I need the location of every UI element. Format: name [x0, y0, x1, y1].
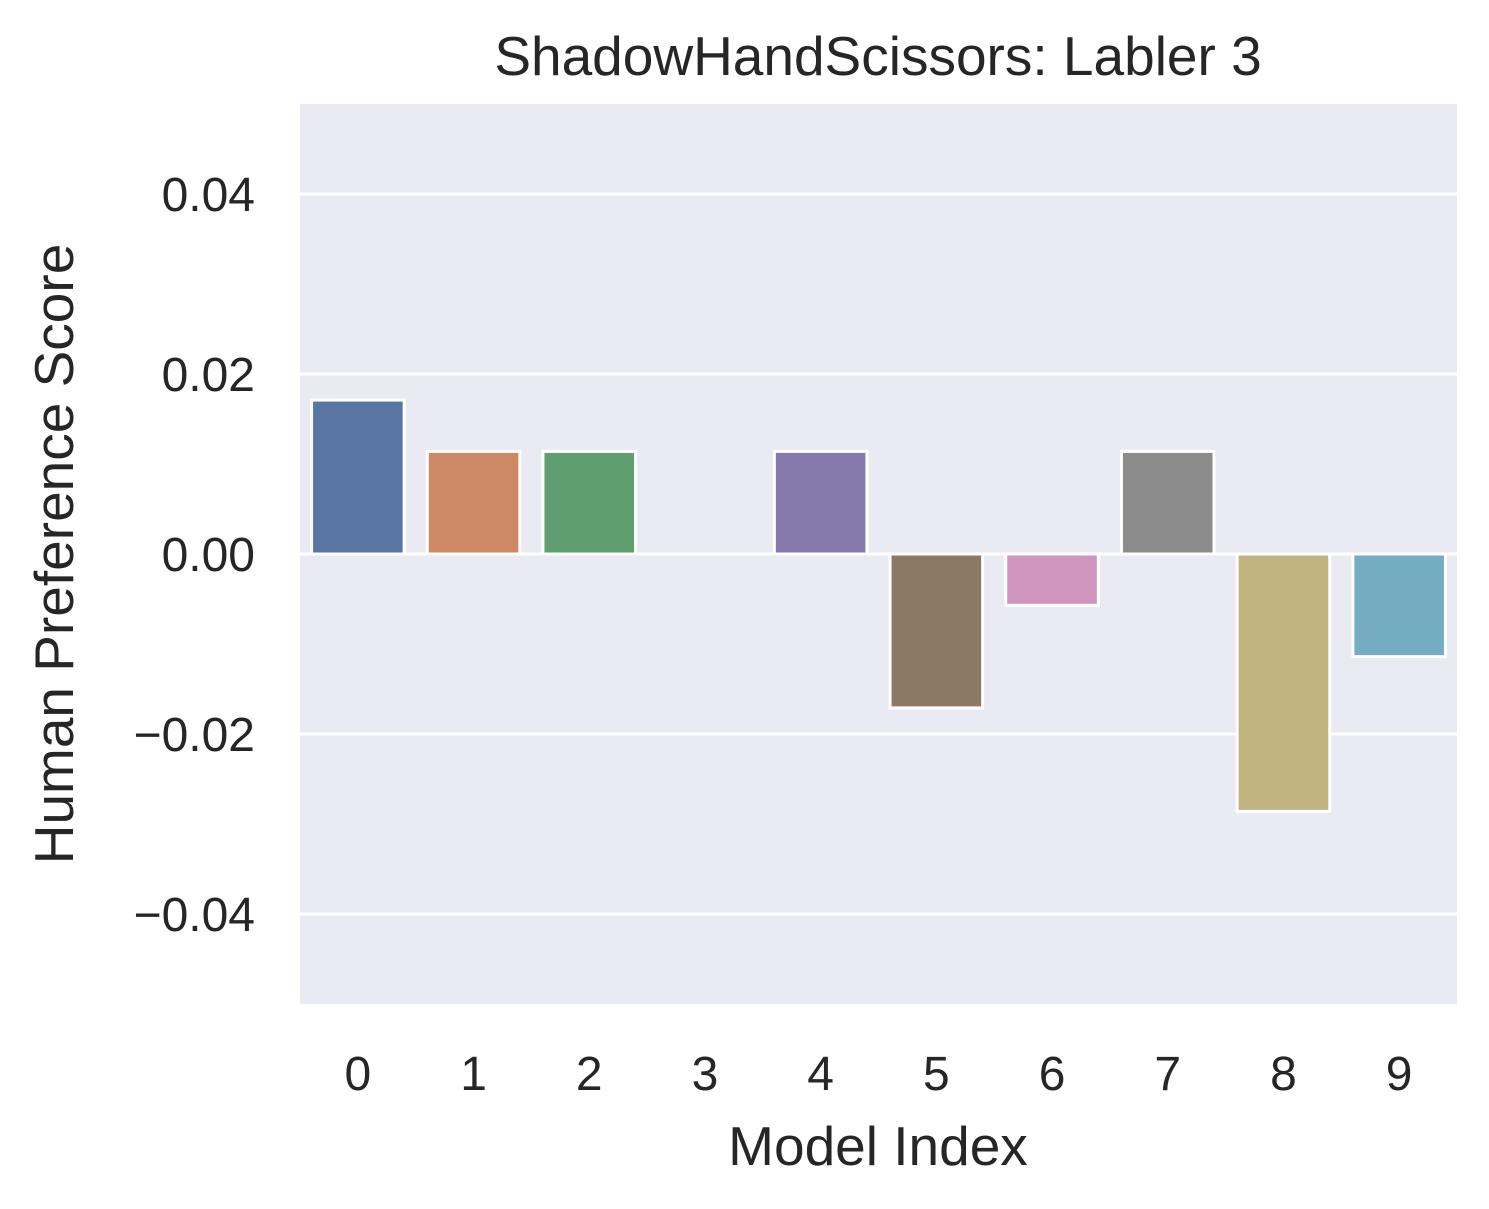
x-axis-label: Model Index: [728, 1115, 1028, 1177]
bars: [310, 398, 1447, 813]
x-tick-label: 3: [692, 1048, 719, 1101]
y-tick-label: 0.00: [162, 529, 255, 582]
x-tick-label: 1: [460, 1048, 487, 1101]
bar-model-0: [310, 398, 406, 556]
bar-model-1: [425, 449, 522, 556]
bar-model-4: [772, 449, 869, 556]
bar-model-9: [1351, 552, 1447, 659]
y-tick-label: −0.04: [134, 889, 255, 942]
bar-model-6: [1004, 552, 1100, 607]
y-axis-label: Human Preference Score: [23, 244, 85, 865]
y-tick-label: −0.02: [134, 709, 255, 762]
x-tick-label: 2: [576, 1048, 603, 1101]
x-tick-labels: 0 1 2 3 4 5 6 7 8 9: [344, 1048, 1412, 1101]
x-tick-label: 6: [1039, 1048, 1066, 1101]
x-tick-label: 5: [923, 1048, 950, 1101]
x-tick-label: 7: [1154, 1048, 1181, 1101]
bar-model-8: [1235, 552, 1332, 813]
y-tick-label: 0.04: [162, 169, 255, 222]
bar-model-2: [541, 449, 638, 556]
chart-title: ShadowHandScissors: Labler 3: [494, 25, 1261, 87]
x-tick-label: 4: [807, 1048, 834, 1101]
y-tick-label: 0.02: [162, 349, 255, 402]
y-tick-labels: 0.04 0.02 0.00 −0.02 −0.04: [134, 169, 255, 942]
x-tick-label: 0: [344, 1048, 371, 1101]
bar-model-5: [888, 552, 985, 710]
x-tick-label: 8: [1270, 1048, 1297, 1101]
bar-model-7: [1119, 449, 1216, 556]
x-tick-label: 9: [1386, 1048, 1413, 1101]
